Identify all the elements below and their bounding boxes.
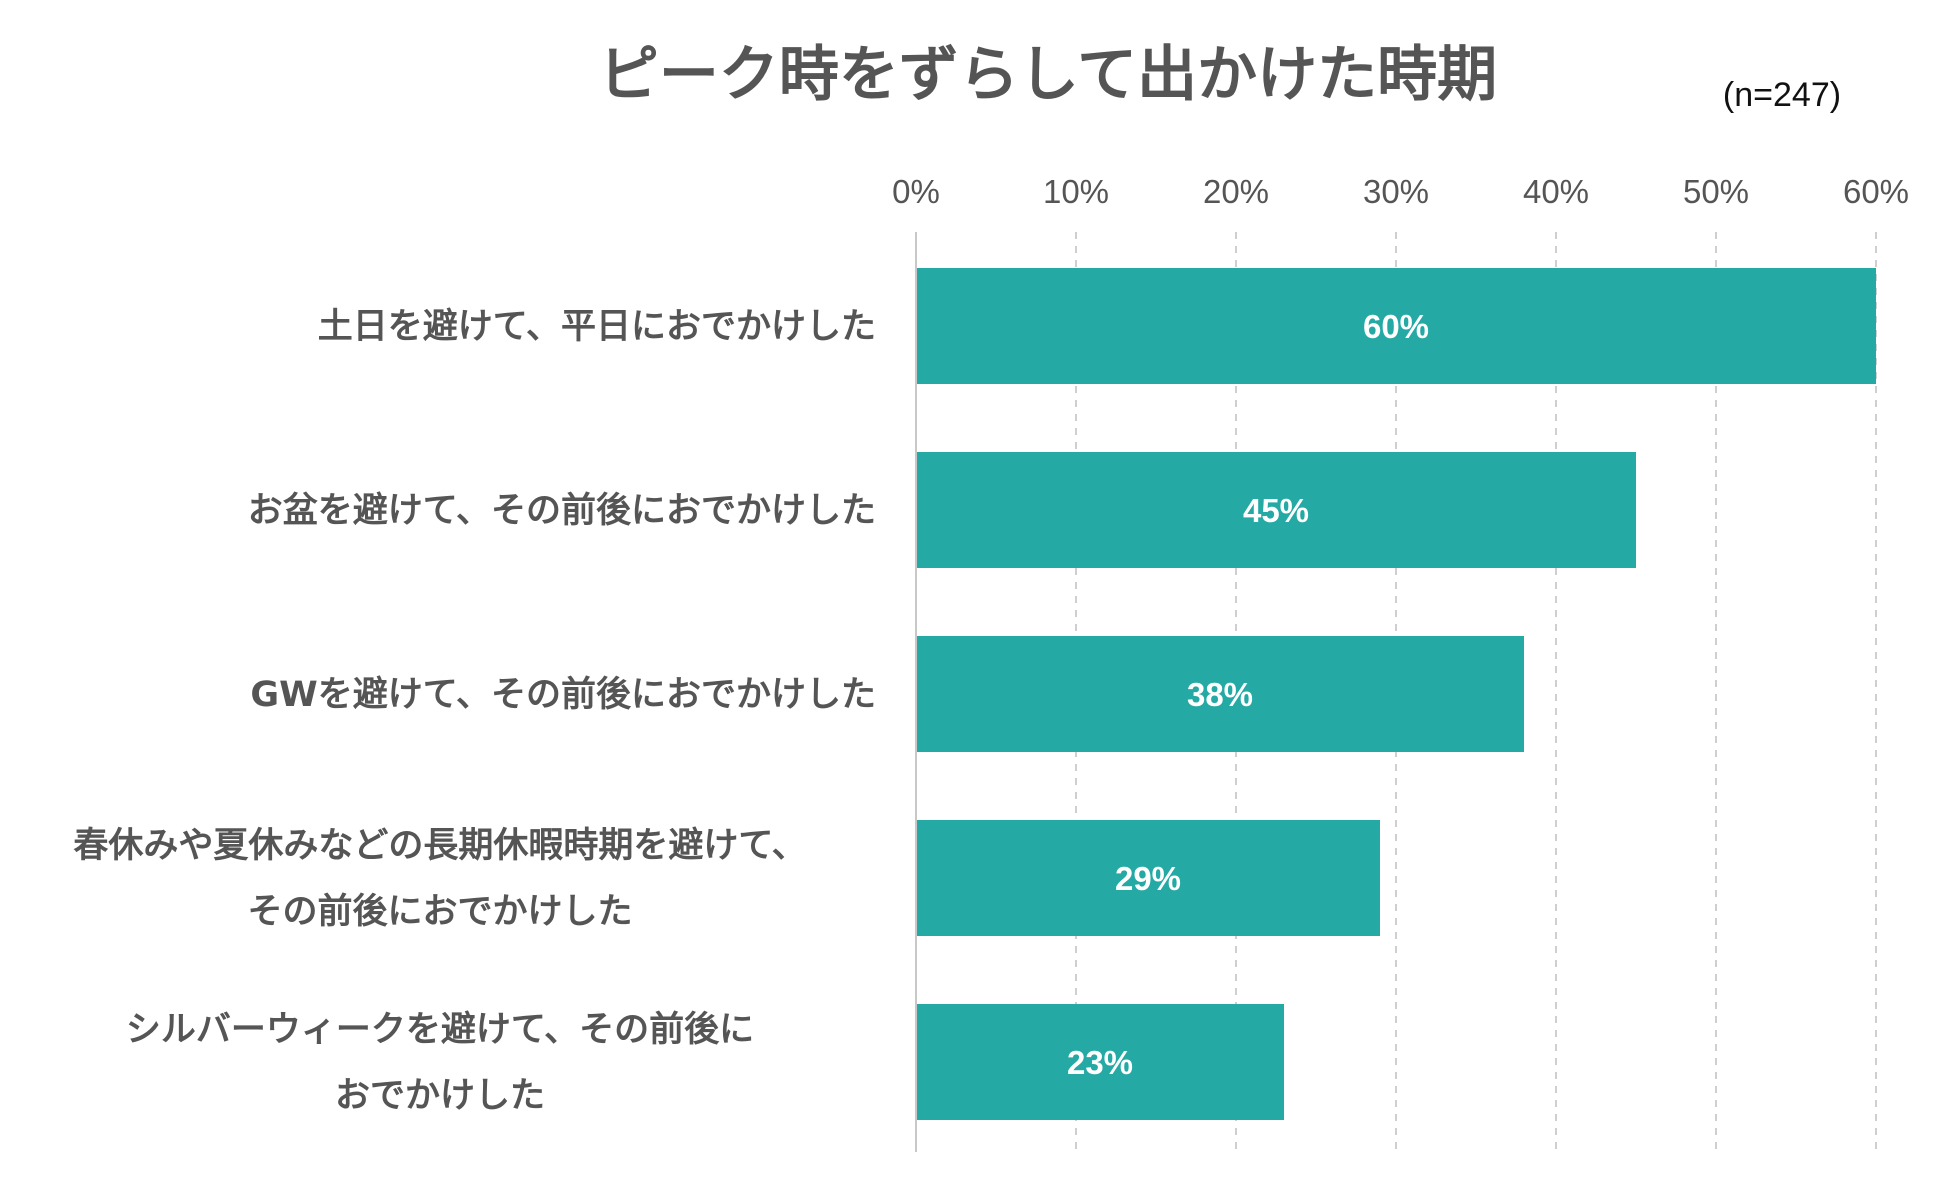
x-tick-label: 50% (1683, 173, 1749, 210)
x-tick-label: 30% (1363, 173, 1429, 210)
category-label-line: おでかけした (335, 1076, 545, 1116)
x-axis-ticks: 0% 10% 20% 30% 40% 50% 60% (892, 173, 1909, 210)
x-tick-label: 20% (1203, 173, 1269, 210)
bar-value-label: 38% (1187, 676, 1253, 713)
category-label-line: 春休みや夏休みなどの長期休暇時期を避けて、 (73, 826, 806, 866)
category-label-line: その前後におでかけした (247, 892, 632, 932)
bars: 60% 45% 38% 29% 23% (917, 268, 1876, 1120)
bar-value-label: 60% (1363, 308, 1429, 345)
bar (917, 452, 1636, 568)
category-label-line: シルバーウィークを避けて、その前後に (126, 1010, 754, 1050)
category-label: お盆を避けて、その前後におでかけした (248, 491, 876, 531)
bar-value-label: 45% (1243, 492, 1309, 529)
category-label: 土日を避けて、平日におでかけした (318, 307, 876, 347)
bar (917, 636, 1524, 752)
gridlines (915, 232, 1877, 1152)
bar (917, 268, 1876, 384)
bar (917, 1004, 1284, 1120)
x-tick-label: 40% (1523, 173, 1589, 210)
sample-size-note: (n=247) (1723, 76, 1841, 114)
x-tick-label: 10% (1043, 173, 1109, 210)
bar-value-label: 23% (1067, 1044, 1133, 1081)
bar-value-label: 29% (1115, 860, 1181, 897)
category-label: GWを避けて、その前後におでかけした (250, 675, 876, 715)
chart-title: ピーク時をずらして出かけた時期 (599, 40, 1497, 110)
x-tick-label: 0% (892, 173, 940, 210)
bar (917, 820, 1380, 936)
x-tick-label: 60% (1843, 173, 1909, 210)
